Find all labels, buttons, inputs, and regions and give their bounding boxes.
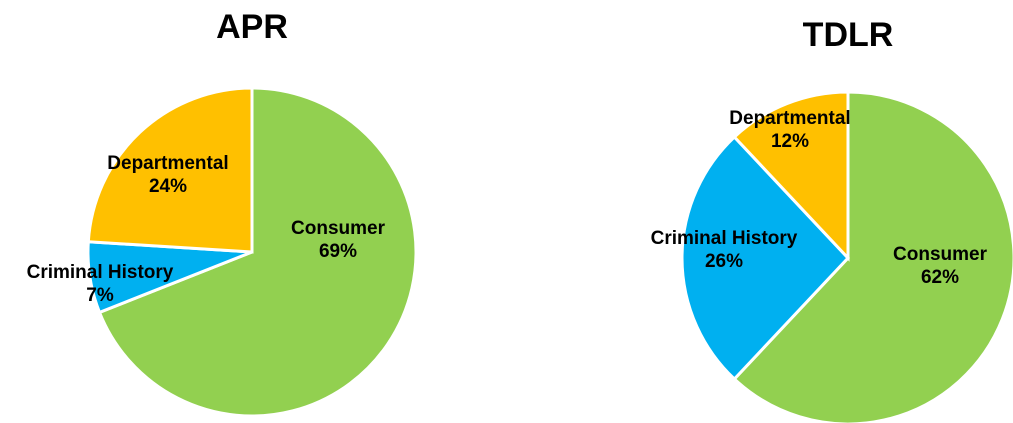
pie-slice-apr-consumer <box>97 86 418 418</box>
pie-slices-apr <box>86 86 418 418</box>
data-label-tdlr-consumer: Consumer 62% <box>893 244 988 288</box>
data-label-tdlr-criminal-history: Criminal History 26% <box>651 228 798 272</box>
pie-labels-tdlr: Consumer 62% Criminal History 26% Department… <box>651 108 988 288</box>
chart-title-tdlr: TDLR <box>803 16 894 54</box>
pie-slice-tdlr-departmental <box>732 90 850 262</box>
data-label-apr-criminal-history: Criminal History 7% <box>27 262 174 306</box>
pie-labels-apr: Consumer 69% Criminal History 7% Departmenta… <box>27 153 386 306</box>
data-label-apr-consumer: Consumer 69% <box>291 218 386 262</box>
pie-slice-tdlr-criminal-history <box>680 134 851 382</box>
pie-slices-tdlr <box>680 90 1013 423</box>
data-label-tdlr-departmental: Departmental 12% <box>729 108 850 152</box>
data-label-apr-departmental: Departmental 24% <box>107 153 228 197</box>
pie-slice-tdlr-consumer <box>732 90 1013 423</box>
pie-chart-apr: APR Consumer 69% Criminal History 7% Departm… <box>27 8 418 418</box>
pie-slice-apr-departmental <box>86 86 254 254</box>
chart-title-apr: APR <box>216 8 288 46</box>
pie-chart-tdlr: TDLR Consumer 62% Criminal History 26% Depar… <box>651 16 1013 423</box>
